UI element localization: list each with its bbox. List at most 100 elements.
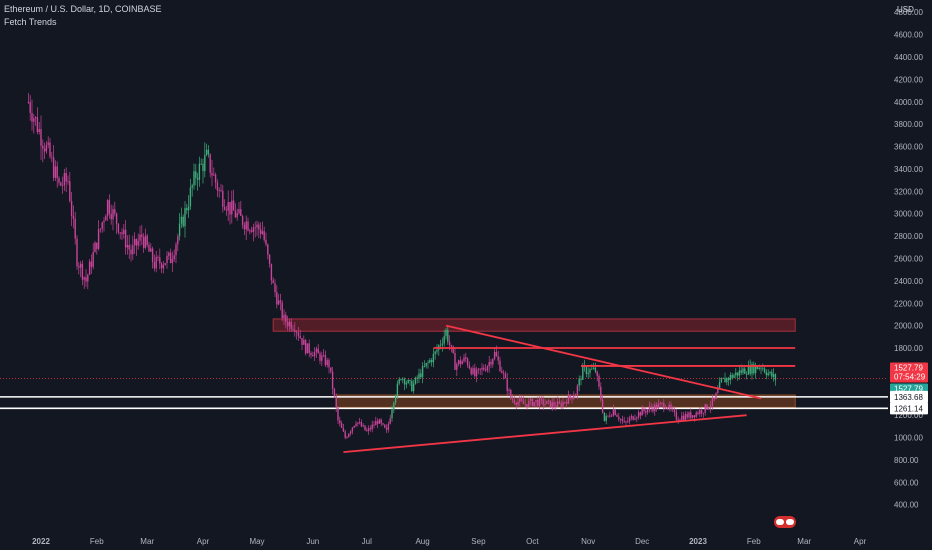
- candle-body: [378, 419, 381, 424]
- candle-body: [252, 227, 255, 232]
- candle-body: [427, 362, 429, 364]
- candle-body: [339, 420, 341, 424]
- y-tick-label: 2600.00: [894, 254, 923, 263]
- candle-body: [544, 403, 546, 406]
- candle-body: [76, 238, 78, 267]
- candle-body: [382, 423, 384, 425]
- candle-body: [198, 163, 201, 180]
- candle-body: [268, 254, 271, 264]
- candle-body: [169, 252, 172, 263]
- candle-body: [200, 163, 202, 165]
- candle-body: [771, 371, 773, 377]
- candle-body: [373, 424, 375, 426]
- candle-body: [684, 414, 687, 420]
- candle-body: [423, 366, 426, 367]
- candle-body: [531, 398, 534, 406]
- candle-body: [173, 255, 175, 260]
- candle-body: [569, 394, 571, 398]
- candle-body: [677, 419, 679, 421]
- candle-body: [648, 406, 651, 410]
- candle-body: [321, 355, 323, 361]
- candle-body: [33, 118, 35, 122]
- candle-body: [355, 423, 357, 426]
- candle-body: [81, 263, 84, 280]
- candle-body: [576, 385, 579, 395]
- candle-body: [753, 364, 755, 374]
- candle-body: [621, 419, 624, 422]
- candle-body: [182, 216, 184, 227]
- candle-body: [616, 415, 618, 417]
- candle-body: [166, 255, 168, 264]
- candle-body: [400, 379, 402, 380]
- candle-body: [486, 366, 489, 371]
- candle-body: [470, 368, 472, 375]
- candle-body: [418, 373, 420, 379]
- events-icon[interactable]: [774, 516, 796, 528]
- candle-body: [762, 368, 764, 370]
- candle-body: [351, 427, 354, 432]
- indicator-label[interactable]: Fetch Trends: [4, 17, 57, 27]
- candle-body: [623, 421, 625, 422]
- x-tick-label: Apr: [197, 537, 210, 546]
- candle-body: [463, 357, 465, 362]
- y-tick-label: 1000.00: [894, 434, 923, 443]
- candle-body: [349, 431, 352, 434]
- candle-body: [751, 364, 753, 374]
- countdown-label: 07:54:29: [894, 372, 926, 381]
- candle-body: [328, 360, 330, 368]
- candle-body: [238, 209, 240, 214]
- candle-body: [369, 428, 372, 430]
- candle-body: [740, 370, 742, 373]
- candle-body: [643, 408, 645, 412]
- candle-body: [36, 117, 39, 133]
- candle-body: [535, 400, 537, 402]
- candle-body: [567, 394, 570, 404]
- candle-body: [353, 425, 355, 428]
- candle-body: [124, 229, 127, 248]
- candle-body: [754, 366, 757, 374]
- candle-body: [110, 213, 112, 220]
- candle-body: [551, 402, 553, 408]
- candle-body: [297, 332, 300, 337]
- candle-body: [688, 412, 690, 418]
- candle-body: [74, 218, 76, 239]
- candle-body: [292, 328, 294, 330]
- level-price-badge: [890, 402, 928, 415]
- candle-body: [306, 343, 309, 354]
- candle-body: [564, 401, 566, 403]
- candle-body: [409, 379, 411, 381]
- candle-body: [207, 149, 210, 155]
- y-tick-label: 3800.00: [894, 120, 923, 129]
- candle-body: [58, 178, 60, 183]
- y-tick-label: 1800.00: [894, 344, 923, 353]
- y-tick-label: 4800.00: [894, 8, 923, 17]
- candle-body: [502, 372, 505, 374]
- candle-body: [88, 261, 91, 275]
- candle-body: [475, 369, 478, 377]
- candle-body: [565, 402, 568, 404]
- candle-body: [612, 409, 615, 416]
- candle-body: [549, 400, 552, 408]
- candle-body: [425, 362, 427, 367]
- candle-body: [342, 427, 345, 432]
- candle-body: [628, 418, 631, 422]
- candle-body: [724, 378, 726, 383]
- candle-body: [186, 208, 188, 211]
- candle-body: [670, 404, 672, 409]
- candle-body: [546, 400, 548, 404]
- candle-body: [213, 174, 215, 176]
- candle-body: [34, 117, 37, 119]
- candle-body: [488, 361, 490, 367]
- candle-body: [231, 200, 233, 215]
- candle-body: [123, 229, 125, 234]
- candle-body: [407, 379, 409, 383]
- candle-body: [729, 374, 732, 381]
- candle-body: [641, 408, 643, 416]
- candle-body: [650, 406, 652, 409]
- candle-body: [767, 373, 769, 376]
- candle-body: [443, 336, 445, 344]
- y-tick-label: 1200.00: [894, 411, 923, 420]
- zone-box: [272, 318, 796, 332]
- candle-body: [366, 430, 368, 432]
